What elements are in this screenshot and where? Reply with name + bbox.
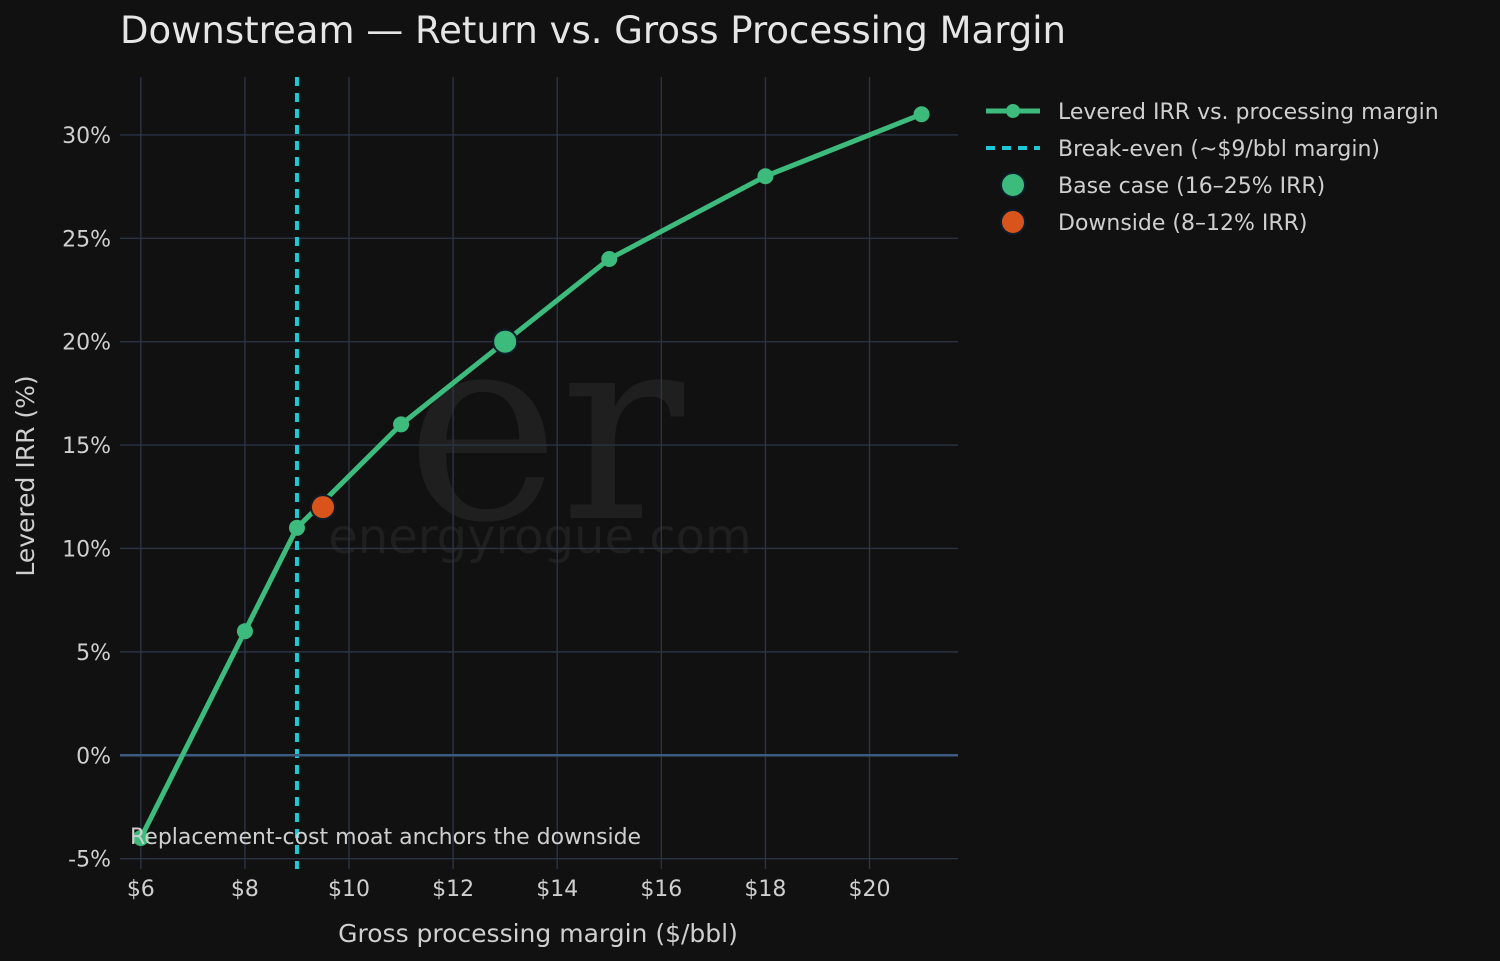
y-tick-label: 30% [62,124,111,149]
legend-item-downside: Downside (8–12% IRR) [1058,211,1308,236]
x-axis-label: Gross processing margin ($/bbl) [338,919,738,948]
legend-item-series: Levered IRR vs. processing margin [1058,100,1439,125]
series-layer [132,106,930,846]
data-point [393,416,410,433]
chart-title: Downstream — Return vs. Gross Processing… [120,9,1066,52]
data-point [132,829,149,846]
x-axis-ticks: $6 $8 $10 $12 $14 $16 $18 $20 [127,877,891,902]
y-tick-label: 25% [62,227,111,252]
series-line [138,111,925,841]
y-tick-label: 20% [62,331,111,356]
annotation-text: Replacement-cost moat anchors the downsi… [130,825,641,850]
data-point [601,250,618,267]
watermark-site: energyrogue.com [328,509,752,565]
y-axis-ticks: -5% 0% 5% 10% 15% 20% 25% 30% [62,124,111,873]
y-tick-label: -5% [68,848,111,873]
x-tick-label: $12 [432,877,474,902]
y-axis-label: Levered IRR (%) [11,375,40,576]
x-tick-label: $16 [640,877,682,902]
legend-item-base-case: Base case (16–25% IRR) [1058,174,1325,199]
x-tick-label: $18 [744,877,786,902]
x-tick-label: $14 [536,877,578,902]
x-tick-label: $8 [231,877,259,902]
downside-marker [309,494,336,521]
y-tick-label: 15% [62,434,111,459]
legend-swatch-dot [1000,172,1026,198]
y-tick-label: 10% [62,537,111,562]
legend-item-breakeven: Break-even (~$9/bbl margin) [1058,137,1380,162]
reference-lines [120,77,958,869]
x-tick-label: $20 [849,877,891,902]
x-tick-label: $6 [127,877,155,902]
highlight-points [309,328,519,521]
y-tick-label: 5% [76,641,111,666]
grid-lines [120,77,958,869]
legend-swatch-dot [1000,209,1026,235]
y-tick-label: 0% [76,744,111,769]
legend: Levered IRR vs. processing margin Break-e… [986,100,1439,236]
base-case-marker [492,328,519,355]
data-point [913,106,930,123]
legend-swatch-marker [1006,104,1020,118]
data-point [757,168,774,185]
data-point [288,519,305,536]
x-tick-label: $10 [328,877,370,902]
data-point [236,623,253,640]
